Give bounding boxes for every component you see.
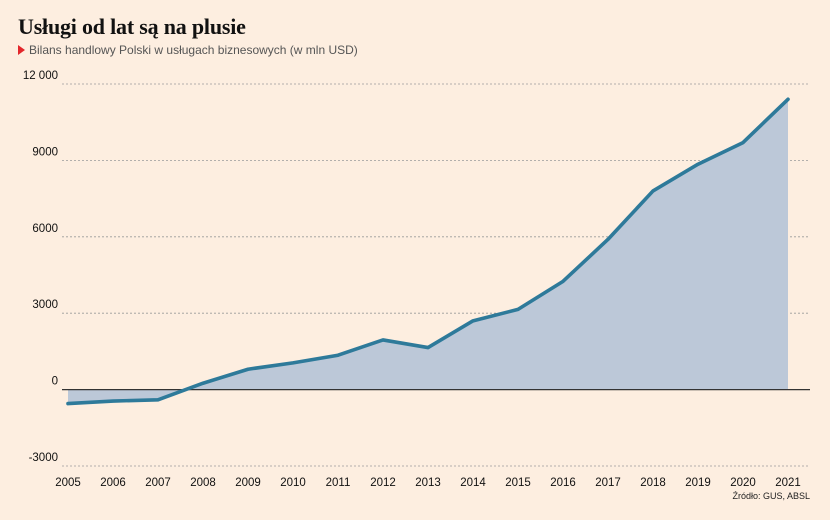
data-point (651, 189, 655, 193)
y-tick-labels: -3000 0 3000 6000 9000 12 000 (23, 70, 58, 464)
data-point (426, 346, 430, 350)
x-tick-label: 2008 (190, 477, 216, 489)
data-point (696, 162, 700, 166)
x-tick-label: 2007 (145, 477, 171, 489)
x-tick-label: 2005 (55, 477, 81, 489)
x-tick-label: 2011 (326, 477, 351, 489)
data-point (336, 353, 340, 357)
grid-lines (62, 83, 810, 467)
data-point (111, 399, 115, 403)
data-point (381, 338, 385, 342)
x-tick-label: 2017 (595, 477, 621, 489)
x-tick-label: 2020 (730, 477, 756, 489)
line-layer (66, 97, 790, 406)
y-tick-label: 3000 (32, 299, 58, 311)
y-tick-label: 6000 (32, 223, 58, 235)
x-tick-label: 2021 (775, 477, 801, 489)
series-area (68, 99, 788, 404)
source-note: Źródło: GUS, ABSL (732, 491, 810, 501)
x-tick-label: 2014 (460, 477, 486, 489)
y-tick-label: 12 000 (23, 70, 58, 82)
data-point (471, 319, 475, 323)
x-tick-label: 2006 (100, 477, 126, 489)
y-tick-label: -3000 (29, 452, 58, 464)
data-point (606, 237, 610, 241)
x-tick-labels: 2005 2006 2007 2008 2009 2010 2011 2012 2013 2014… (55, 477, 801, 489)
data-point (66, 402, 70, 406)
chart-title: Usługi od lat są na plusie (18, 14, 246, 39)
x-tick-label: 2013 (415, 477, 441, 489)
x-tick-label: 2019 (685, 477, 711, 489)
data-point (201, 381, 205, 385)
y-tick-label: 9000 (32, 146, 58, 158)
data-point (561, 279, 565, 283)
chart-subtitle: Bilans handlowy Polski w usługach biznes… (18, 43, 358, 57)
data-point (246, 367, 250, 371)
data-point (291, 361, 295, 365)
x-tick-label: 2012 (370, 477, 396, 489)
area-layer (68, 99, 788, 404)
chart-subtitle-text: Bilans handlowy Polski w usługach biznes… (29, 43, 358, 57)
x-tick-label: 2010 (280, 477, 306, 489)
data-point (741, 141, 745, 145)
triangle-marker-icon (18, 45, 25, 55)
data-point (156, 398, 160, 402)
x-tick-label: 2009 (235, 477, 261, 489)
x-tick-label: 2016 (550, 477, 576, 489)
y-tick-label: 0 (52, 376, 58, 388)
data-point (516, 307, 520, 311)
data-point (786, 97, 790, 101)
x-tick-label: 2015 (505, 477, 531, 489)
x-tick-label: 2018 (640, 477, 666, 489)
